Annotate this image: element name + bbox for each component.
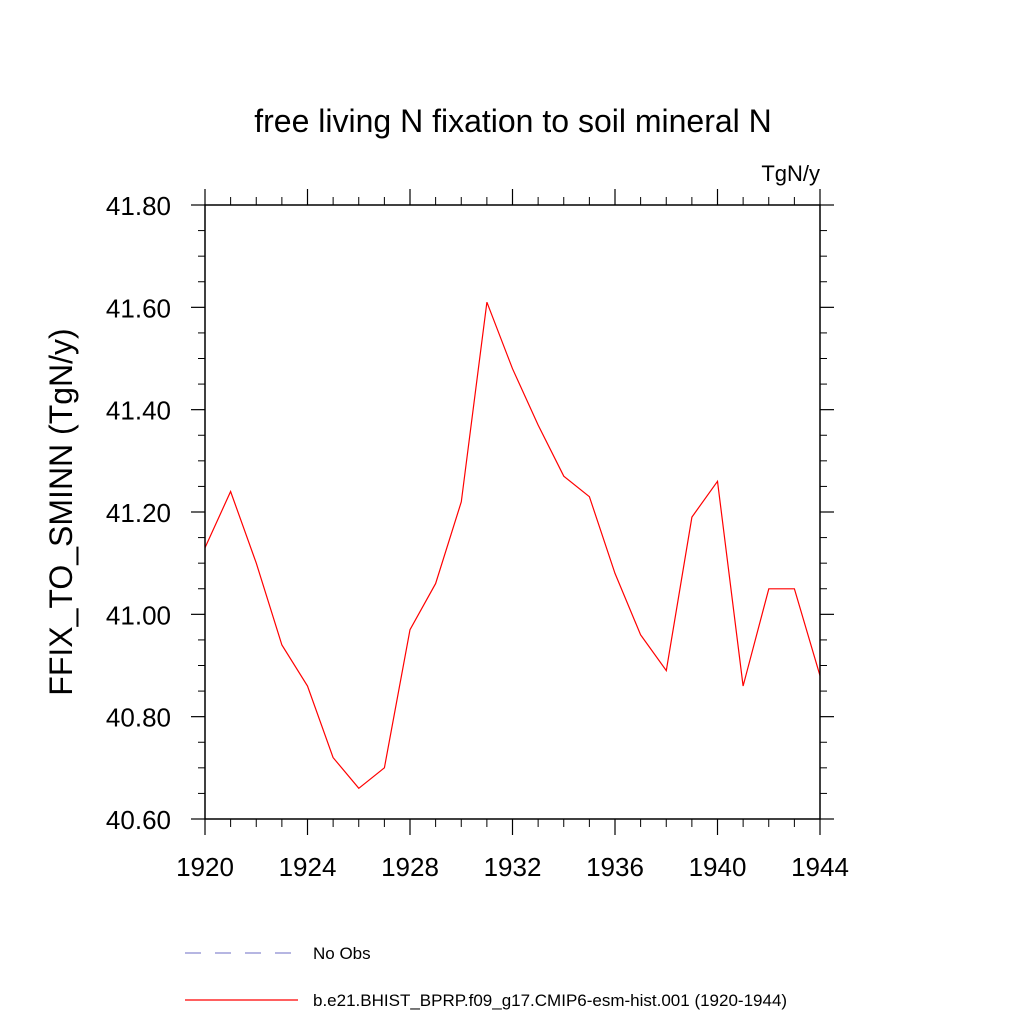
axis-ticks: 1920 1924 1928 1932 1936 1940 1944 40.60 40.80 41… (106, 189, 849, 882)
legend: No Obs b.e21.BHIST_BPRP.f09_g17.CMIP6-esm… (185, 944, 787, 1010)
x-tick-label: 1924 (279, 852, 337, 882)
legend-label-1: No Obs (313, 944, 371, 963)
plot-frame (204, 204, 821, 820)
series-lines (204, 301, 821, 790)
legend-label-0: b.e21.BHIST_BPRP.f09_g17.CMIP6-esm-hist.… (313, 991, 787, 1010)
y-tick-label: 41.40 (106, 396, 171, 426)
y-tick-label: 41.20 (106, 498, 171, 528)
chart-title: free living N fixation to soil mineral N (254, 103, 772, 139)
x-tick-label: 1944 (791, 852, 849, 882)
y-tick-label: 40.60 (106, 805, 171, 835)
x-tick-label: 1928 (381, 852, 439, 882)
y-tick-label: 41.80 (106, 191, 171, 221)
x-tick-label: 1920 (176, 852, 234, 882)
x-tick-label: 1936 (586, 852, 644, 882)
y-axis-label: FFIX_TO_SMINN (TgN/y) (43, 328, 79, 695)
x-tick-label: 1932 (484, 852, 542, 882)
y-tick-label: 41.60 (106, 293, 171, 323)
units-label: TgN/y (761, 161, 820, 186)
series-line-0 (204, 301, 821, 790)
y-tick-label: 40.80 (106, 703, 171, 733)
x-tick-label: 1940 (689, 852, 747, 882)
y-tick-label: 41.00 (106, 600, 171, 630)
